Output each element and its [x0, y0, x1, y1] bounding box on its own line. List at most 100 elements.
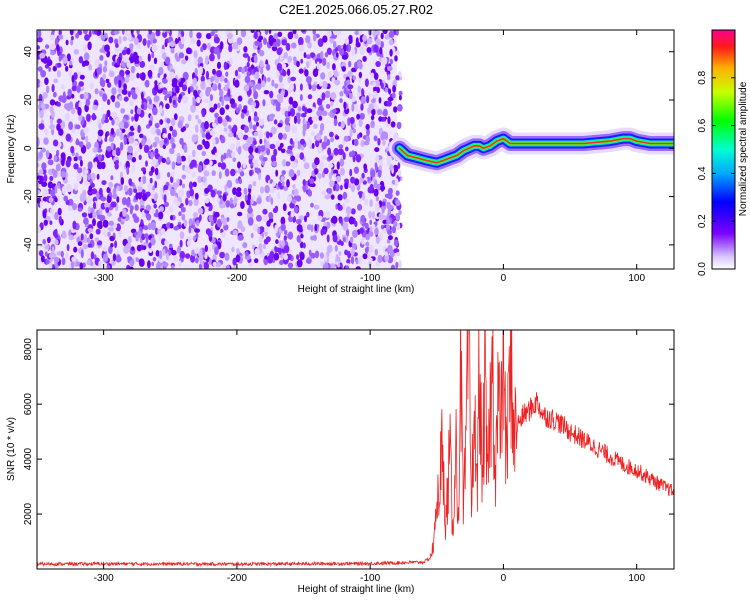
noise-point — [205, 70, 209, 80]
noise-point — [85, 141, 92, 149]
noise-point — [369, 219, 373, 225]
noise-point — [349, 37, 353, 43]
noise-point — [341, 66, 346, 72]
noise-point — [324, 52, 329, 58]
noise-point — [39, 223, 44, 228]
noise-point — [216, 190, 223, 196]
noise-point — [223, 96, 230, 102]
noise-point — [269, 113, 275, 119]
noise-point — [299, 83, 303, 91]
noise-point — [312, 30, 316, 35]
noise-point — [242, 134, 249, 140]
noise-point — [161, 157, 166, 164]
noise-point — [125, 242, 132, 250]
noise-point — [312, 68, 319, 77]
noise-point — [203, 261, 209, 269]
noise-point — [340, 120, 345, 129]
noise-point — [144, 79, 150, 88]
noise-point — [189, 162, 194, 169]
noise-point — [171, 171, 175, 178]
noise-point — [332, 108, 337, 114]
noise-point — [61, 185, 66, 195]
noise-point — [386, 100, 392, 107]
noise-point — [212, 261, 217, 267]
noise-point — [68, 101, 74, 110]
noise-point — [118, 95, 123, 102]
noise-point — [136, 244, 142, 252]
noise-point — [220, 135, 225, 144]
noise-point — [138, 154, 142, 160]
noise-point — [364, 78, 369, 87]
noise-point — [276, 63, 283, 71]
noise-point — [254, 248, 260, 256]
noise-point — [84, 168, 89, 175]
noise-point — [79, 262, 84, 269]
noise-point — [140, 103, 145, 110]
noise-point — [347, 44, 351, 53]
noise-point — [159, 83, 164, 89]
noise-point — [358, 118, 363, 127]
noise-point — [47, 159, 54, 166]
noise-point — [294, 33, 299, 39]
noise-point — [284, 245, 290, 253]
noise-point — [357, 59, 362, 69]
noise-point — [252, 195, 256, 200]
noise-point — [268, 30, 272, 35]
noise-point — [147, 53, 151, 62]
noise-point — [303, 162, 310, 170]
noise-point — [57, 62, 62, 68]
noise-point — [127, 187, 133, 196]
noise-point — [90, 182, 95, 188]
noise-point — [289, 83, 295, 92]
colorbar-tick-label: 0.4 — [697, 166, 708, 180]
noise-point — [118, 36, 122, 45]
noise-point — [189, 188, 194, 197]
noise-point — [102, 219, 109, 228]
noise-point — [40, 147, 47, 153]
snr-line — [37, 330, 674, 568]
noise-point — [219, 251, 226, 259]
noise-point — [178, 93, 182, 100]
noise-point — [169, 125, 174, 132]
noise-point — [267, 254, 273, 264]
noise-point — [308, 84, 312, 90]
noise-point — [214, 112, 219, 119]
noise-point — [262, 99, 266, 107]
noise-point — [289, 202, 295, 209]
noise-point — [228, 132, 234, 138]
noise-point — [242, 162, 246, 169]
noise-point — [300, 233, 304, 239]
noise-point — [332, 234, 338, 243]
noise-point — [292, 184, 296, 189]
noise-point — [364, 198, 369, 206]
noise-point — [303, 52, 307, 59]
noise-point — [143, 225, 149, 231]
noise-point — [231, 246, 235, 253]
noise-point — [307, 41, 312, 49]
noise-point — [150, 222, 156, 231]
noise-point — [326, 30, 332, 38]
noise-point — [102, 66, 108, 73]
colorbar-tick-label: 0.2 — [697, 214, 708, 228]
noise-point — [275, 38, 281, 47]
noise-point — [255, 83, 262, 90]
noise-point — [145, 191, 151, 197]
noise-point — [305, 54, 312, 59]
noise-point — [240, 30, 247, 38]
noise-point — [167, 132, 172, 140]
noise-point — [337, 148, 344, 156]
noise-point — [294, 137, 299, 143]
noise-point — [214, 75, 220, 84]
noise-point — [283, 51, 289, 59]
noise-point — [51, 30, 55, 34]
noise-point — [354, 30, 360, 36]
noise-point — [370, 72, 375, 80]
noise-point — [285, 42, 291, 52]
noise-point — [73, 234, 78, 240]
noise-point — [282, 159, 286, 167]
noise-point — [54, 37, 59, 47]
noise-point — [260, 186, 264, 194]
noise-point — [253, 54, 258, 64]
noise-point — [90, 207, 95, 213]
colorbar-tick-label: 0.0 — [697, 262, 708, 276]
